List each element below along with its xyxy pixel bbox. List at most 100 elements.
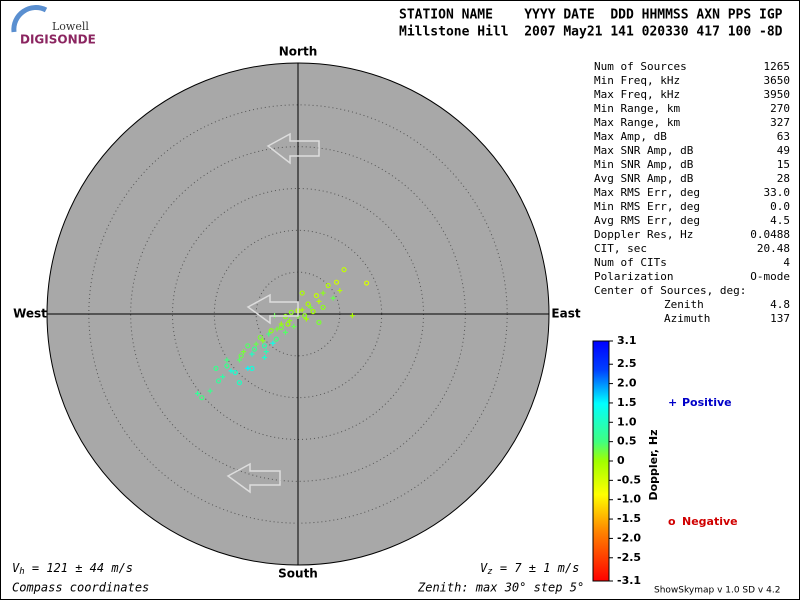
- colorbar-tick-label: -0.5: [617, 473, 641, 486]
- logo-big: DIGISONDE: [20, 33, 96, 47]
- skymap: North South West East: [13, 45, 581, 581]
- direction-label: West: [13, 307, 47, 321]
- stat-value: 20.48: [757, 242, 790, 255]
- source-positive: [224, 357, 230, 363]
- stat-label: Max Amp, dB: [594, 130, 667, 143]
- velocity-text: = 7 ± 1 m/s: [493, 561, 580, 575]
- stat-value: 327: [770, 116, 790, 129]
- colorbar-tick-label: -1.0: [617, 493, 641, 506]
- source-negative: [316, 319, 322, 325]
- source-positive: [249, 351, 255, 357]
- source-positive: [253, 341, 259, 347]
- stat-value: 3950: [764, 88, 791, 101]
- stat-label: Max Freq, kHz: [594, 88, 680, 101]
- source-positive: [260, 338, 266, 344]
- source-negative: [232, 369, 238, 376]
- header-values: Millstone Hill 2007 May21 141 020330 417…: [399, 25, 783, 40]
- center-value: 4.8: [770, 298, 790, 311]
- source-negative: [288, 309, 294, 315]
- stat-label: Avg RMS Err, deg: [594, 214, 700, 227]
- source-negative: [320, 304, 326, 310]
- header-labels: STATION NAME YYYY DATE DDD HHMMSS AXN PP…: [399, 8, 783, 23]
- source-positive: [308, 304, 314, 310]
- colorbar-tick-label: -3.1: [617, 574, 641, 587]
- stat-label: Max RMS Err, deg: [594, 186, 700, 199]
- velocity: Vh = 121 ± 44 m/s: [12, 561, 133, 577]
- arrow: [246, 293, 299, 325]
- colorbar-tick-label: 0.5: [617, 435, 637, 448]
- source-negative: [251, 346, 258, 352]
- stat-label: Min RMS Err, deg: [594, 200, 700, 213]
- source-negative: [299, 290, 305, 296]
- arrow: [226, 462, 281, 494]
- colorbar-tick-label: 0: [617, 454, 625, 467]
- colorbar-tick-label: 3.1: [617, 334, 637, 347]
- stat-label: Min Range, km: [594, 102, 680, 115]
- source-positive: [320, 290, 326, 296]
- velocity-text: = 121 ± 44 m/s: [25, 561, 133, 575]
- source-negative: [285, 321, 291, 327]
- stat-label: Min SNR Amp, dB: [594, 158, 694, 171]
- source-negative: [341, 267, 347, 273]
- source-negative: [249, 365, 255, 371]
- source-positive: [262, 355, 268, 361]
- stat-label: Min Freq, kHz: [594, 74, 680, 87]
- center-label: Zenith: [664, 298, 704, 311]
- colorbar-scale: [592, 340, 610, 582]
- source-positive: [316, 298, 322, 304]
- stat-value: 3650: [764, 74, 791, 87]
- source-positive: [228, 368, 234, 374]
- source-positive: [349, 313, 355, 319]
- source-positive: [266, 331, 272, 337]
- legend-symbol: o: [668, 515, 676, 528]
- source-negative: [333, 279, 340, 285]
- stat-value: 33.0: [764, 186, 791, 199]
- source-negative: [364, 280, 370, 286]
- legend-label: Positive: [682, 396, 732, 409]
- source-negative: [261, 343, 268, 349]
- center-label: Azimuth: [664, 312, 710, 325]
- stats-table: Num of Sources 1265 Min Freq, kHz 3650 Max F…: [594, 60, 790, 325]
- source-negative: [224, 363, 230, 369]
- source-negative: [305, 301, 311, 307]
- zenith-note: Zenith: max 30° step 5°: [417, 581, 584, 595]
- source-positive: [282, 329, 288, 335]
- colorbar-tick-label: -2.5: [617, 551, 641, 564]
- source-positive: [330, 295, 336, 301]
- source-negative: [236, 380, 243, 386]
- source-negative: [313, 292, 320, 299]
- stat-label: CIT, sec: [594, 242, 647, 255]
- velocity-symbol: V: [480, 561, 488, 575]
- source-negative: [199, 395, 205, 401]
- velocity-sub: h: [19, 567, 24, 577]
- direction-label: East: [551, 307, 580, 321]
- stat-value: 1265: [764, 60, 791, 73]
- stat-value: 4: [783, 256, 790, 269]
- center-value: 137: [770, 312, 790, 325]
- source-positive: [220, 374, 226, 380]
- stat-value: 15: [777, 158, 790, 171]
- source-positive: [270, 340, 276, 346]
- legend-symbol: +: [668, 396, 677, 409]
- stat-label: Polarization: [594, 270, 673, 283]
- stat-value: 0.0: [770, 200, 790, 213]
- coords-note: Compass coordinates: [12, 581, 149, 595]
- source-positive: [337, 288, 343, 294]
- stat-label: Num of Sources: [594, 60, 687, 73]
- logo-arc: [11, 5, 48, 33]
- drift-arrows: [226, 132, 320, 494]
- source-negative: [245, 343, 251, 349]
- colorbar-label: Doppler, Hz: [647, 429, 660, 500]
- stat-value: 63: [777, 130, 790, 143]
- legend-label: Negative: [682, 515, 738, 528]
- colorbar: Doppler, Hz 3.1 2.5 2.0 1.5 1.0 0.5 0 -0.5 -1.0 -…: [592, 334, 738, 587]
- source-positive: [263, 349, 269, 355]
- source-positive: [207, 388, 213, 394]
- stat-value: 0.0488: [750, 228, 790, 241]
- stat-value: 28: [777, 172, 790, 185]
- source-negative: [213, 365, 219, 371]
- source-negative: [268, 328, 274, 334]
- center-title: Center of Sources, deg:: [594, 284, 746, 297]
